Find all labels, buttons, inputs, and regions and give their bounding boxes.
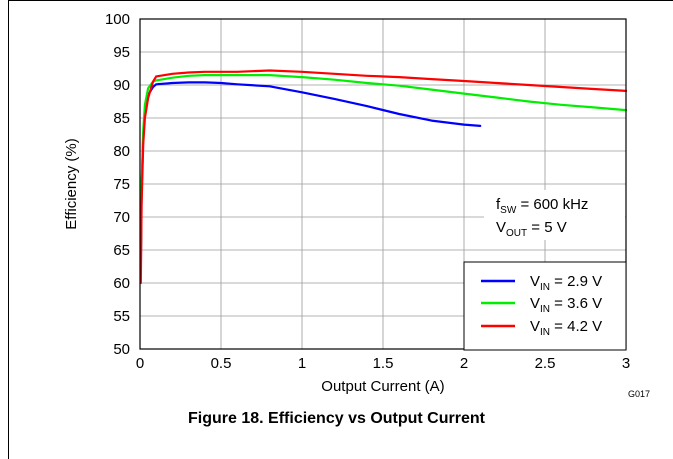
x-tick-label: 0 — [136, 355, 144, 372]
y-tick-label: 100 — [105, 11, 130, 28]
figure-frame — [8, 0, 673, 459]
x-axis-label: Output Current (A) — [321, 378, 444, 395]
legend-label-4-2v: VIN = 4.2 V — [530, 318, 602, 338]
y-tick-label: 55 — [113, 308, 130, 325]
figure-caption: Figure 18. Efficiency vs Output Current — [188, 410, 485, 427]
series-layer — [139, 69, 628, 285]
y-tick-label: 70 — [113, 209, 130, 226]
annotation-line-vout: VOUT = 5 V — [496, 219, 567, 239]
plot-frame — [139, 18, 627, 350]
y-tick-label: 90 — [113, 77, 130, 94]
series-line-4-2v — [139, 69, 628, 285]
series-line-3-6v — [139, 73, 628, 265]
x-tick-label: 2 — [460, 355, 468, 372]
annotation-line-fsw: fSW = 600 kHz — [496, 196, 588, 216]
y-tick-label: 50 — [113, 341, 130, 358]
x-tick-label: 3 — [622, 355, 630, 372]
x-tick-label: 2.5 — [535, 355, 556, 372]
y-tick-label: 75 — [113, 176, 130, 193]
x-tick-label: 0.5 — [211, 355, 232, 372]
y-tick-label: 65 — [113, 242, 130, 259]
annotation-background — [484, 190, 625, 240]
legend-box — [463, 261, 627, 351]
efficiency-chart: 0 0.5 1 1.5 2 2.5 3 50 55 60 65 70 75 80 85 90 95 100 Eff… — [63, 11, 650, 399]
y-tick-label: 95 — [113, 44, 130, 61]
y-tick-label: 80 — [113, 143, 130, 160]
legend: VIN = 2.9 V VIN = 3.6 V VIN = 4.2 V — [463, 261, 627, 351]
y-axis-label: Efficiency (%) — [63, 138, 80, 229]
y-tick-label: 60 — [113, 275, 130, 292]
conditions-annotation: fSW = 600 kHz VOUT = 5 V — [484, 190, 625, 240]
x-tick-label: 1 — [298, 355, 306, 372]
legend-label-2-9v: VIN = 2.9 V — [530, 273, 602, 293]
series-line-2-9v — [139, 81, 482, 271]
figure-id: G017 — [628, 389, 650, 399]
legend-label-3-6v: VIN = 3.6 V — [530, 295, 602, 315]
x-tick-label: 1.5 — [373, 355, 394, 372]
y-tick-label: 85 — [113, 110, 130, 127]
tick-layer: 0 0.5 1 1.5 2 2.5 3 50 55 60 65 70 75 80 85 90 95 100 — [105, 11, 630, 372]
